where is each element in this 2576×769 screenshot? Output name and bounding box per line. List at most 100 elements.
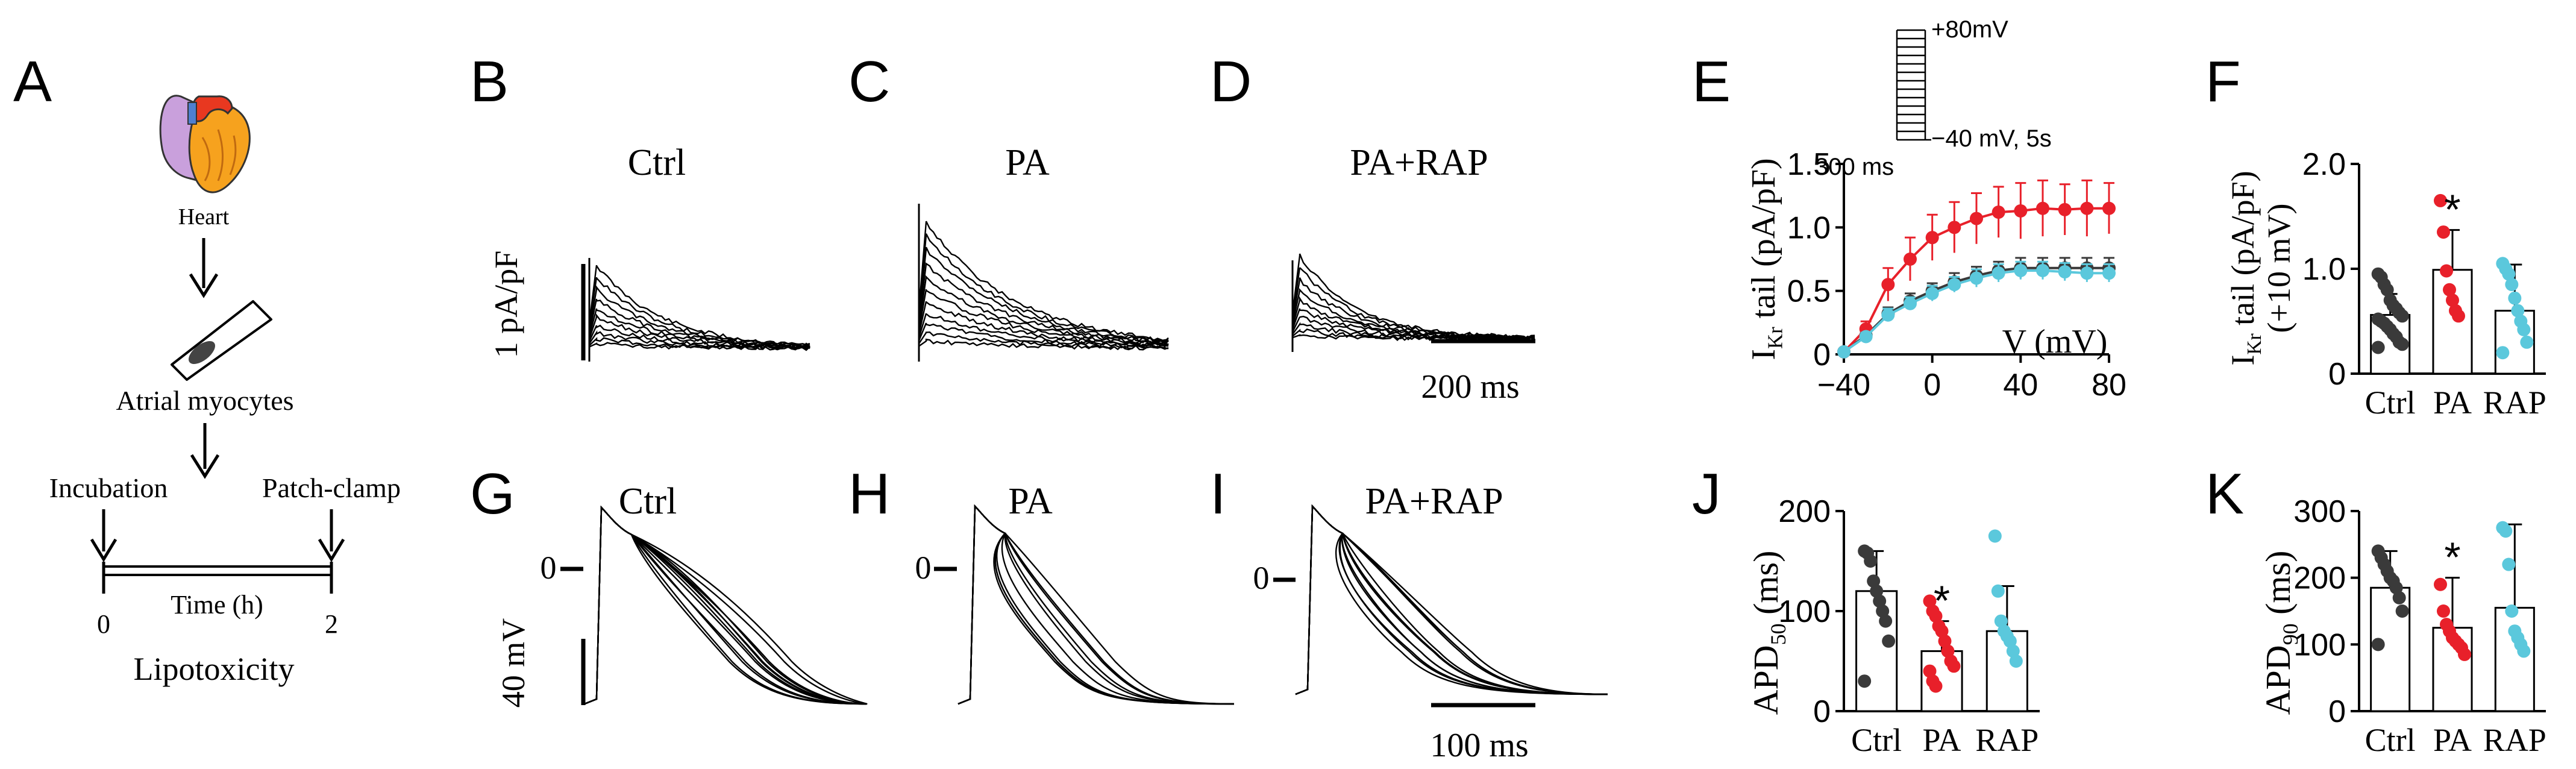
data-point-rap — [1925, 286, 1939, 300]
y-tick-label: 2.0 — [2302, 147, 2346, 182]
data-point-rap — [2502, 267, 2516, 281]
data-point-rap — [2520, 335, 2534, 349]
chart-f-ikr-bar: 0 1.0 2.0 Ctrl PA * RAP IKr tail (pA/pF) (+10 mV… — [2225, 147, 2546, 421]
data-point-rap — [1992, 266, 2005, 280]
category-label: Ctrl — [2365, 384, 2416, 421]
x-tick-label: 0 — [1923, 368, 1941, 403]
data-point-rap — [2080, 266, 2094, 280]
x-tick-label: −40 — [1817, 368, 1870, 403]
action-potential-trace — [584, 506, 868, 705]
category-label: PA — [2433, 722, 2472, 758]
current-trace — [918, 246, 1169, 344]
panel-letter-a: A — [13, 49, 52, 114]
current-trace — [588, 265, 810, 347]
panel-letter-d: D — [1210, 49, 1252, 114]
y-tick-label: 200 — [1778, 494, 1831, 529]
current-trace — [588, 313, 810, 350]
data-point-ctrl — [2395, 309, 2409, 323]
current-scale-label: 1 pA/pF — [488, 251, 524, 359]
current-trace — [588, 330, 810, 350]
y-axis-label-main: APD — [2258, 645, 2298, 715]
myocyte-icon — [171, 300, 272, 381]
bar-rap — [2494, 606, 2535, 712]
category-label: Ctrl — [2365, 722, 2416, 758]
time-start-label: 0 — [97, 609, 110, 639]
y-tick-label: 0 — [1813, 694, 1831, 729]
current-trace — [918, 262, 1169, 345]
heart-icon — [159, 95, 251, 193]
chart-j-apd50-bar: 0 100 200 Ctrl PA * RAP APD50 (ms) — [1746, 494, 2040, 758]
data-point-rap — [2006, 644, 2020, 658]
data-point-pa — [2437, 604, 2450, 618]
heart-label: Heart — [178, 204, 230, 230]
current-trace — [1291, 253, 1535, 340]
action-potential-trace — [957, 504, 1235, 705]
data-point-rap — [2009, 654, 2023, 668]
y-axis-label-rest: tail (pA/pF) — [1745, 158, 1782, 327]
data-point-pa — [2434, 193, 2447, 207]
y-axis-label-rest: (ms) — [2258, 551, 2298, 624]
data-point-pa — [1947, 659, 1961, 673]
y-axis-label: IKr tail (pA/pF) — [2225, 171, 2266, 365]
ap-traces-ctrl — [584, 506, 868, 705]
voltage-protocol-inset: +80mV −40 mV, 5s 300 ms — [1815, 16, 2052, 180]
action-potential-trace — [584, 506, 867, 705]
y-axis-label-main: APD — [1746, 645, 1785, 715]
y-tick-label: 0.5 — [1787, 274, 1831, 309]
data-point-pa — [1938, 634, 1952, 648]
current-trace — [918, 331, 1169, 350]
panel-letter-g: G — [470, 462, 515, 526]
action-potential-trace — [584, 506, 867, 705]
data-point-pa — [1970, 212, 1983, 225]
incubation-arrowhead-icon — [90, 538, 118, 562]
panel-letter-k: K — [2205, 462, 2244, 526]
trace-title-pa: PA — [1005, 142, 1050, 183]
action-potential-trace — [957, 504, 1235, 705]
ap-title-pa: PA — [1008, 481, 1053, 522]
y-tick-label: 100 — [2293, 627, 2346, 662]
time-axis-label: Time (h) — [171, 590, 263, 620]
ap-zero-label-pa: 0 — [915, 550, 932, 586]
panel-letter-b: B — [470, 49, 509, 114]
timeline-bar — [102, 565, 333, 576]
y-axis-label-sub: Kr — [2243, 333, 2266, 354]
flow-arrowhead-icon — [189, 273, 219, 298]
action-potential-trace — [1295, 504, 1608, 695]
panel-letter-j: J — [1692, 462, 1721, 526]
current-trace — [588, 308, 810, 349]
panel-letter-f: F — [2205, 49, 2241, 114]
data-point-rap — [2003, 634, 2017, 648]
trace-title-pa-rap: PA+RAP — [1350, 142, 1488, 183]
panel-letter-h: H — [848, 462, 890, 526]
action-potential-trace — [584, 506, 867, 705]
ap-time-scale-label: 100 ms — [1430, 727, 1528, 764]
action-potential-trace — [584, 506, 867, 705]
current-trace — [918, 313, 1169, 348]
data-point-rap — [1837, 345, 1851, 359]
data-point-pa — [2458, 647, 2471, 661]
data-point-pa — [1929, 609, 1943, 623]
data-point-ctrl — [2389, 581, 2403, 595]
data-point-pa — [1881, 278, 1895, 292]
ap-zero-label-pa-rap: 0 — [1253, 560, 1270, 596]
data-point-pa — [2443, 283, 2456, 297]
data-point-rap — [1859, 330, 1873, 344]
panel-letter-e: E — [1692, 49, 1731, 114]
data-point-rap — [2496, 346, 2510, 360]
myocytes-label: Atrial myocytes — [116, 385, 293, 416]
data-point-pa — [1923, 664, 1937, 678]
data-point-pa — [2036, 201, 2049, 215]
current-trace — [588, 298, 810, 348]
data-point-ctrl — [2395, 337, 2409, 351]
category-label: PA — [2433, 384, 2472, 421]
significance-marker: * — [2444, 186, 2460, 233]
y-tick-label: 0 — [2328, 357, 2346, 392]
data-point-rap — [2102, 266, 2116, 280]
protocol-bottom-label: −40 mV, 5s — [1931, 125, 2052, 152]
category-label: RAP — [2483, 722, 2546, 758]
y-tick-label: 200 — [2293, 561, 2346, 596]
data-point-pa — [2080, 201, 2094, 215]
data-point-pa — [1992, 206, 2005, 219]
y-tick-label: 0 — [2328, 694, 2346, 729]
